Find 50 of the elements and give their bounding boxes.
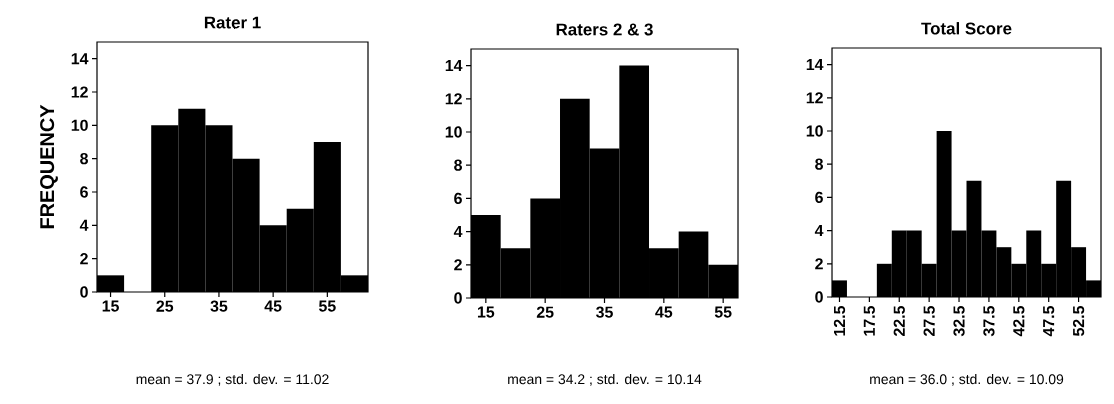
x-tick-label: 15 xyxy=(102,300,119,312)
y-tick-label: 6 xyxy=(80,186,88,198)
text: mean = 34.2 ; std. dev. = 10.14 xyxy=(508,373,702,386)
y-tick-label: 6 xyxy=(454,192,462,205)
x-tick-label: 35 xyxy=(210,300,228,312)
x-tick-label: 37.5 xyxy=(983,305,995,337)
x-tick-label: 27.5 xyxy=(923,305,935,336)
y-tick-label: 4 xyxy=(79,219,89,231)
y-tick-label: 6 xyxy=(815,191,823,204)
chart-title: Total Score xyxy=(921,22,1012,35)
x-tick-label: 35 xyxy=(596,306,613,318)
y-tick-label: 10 xyxy=(71,119,88,131)
x-tick-label: 55 xyxy=(318,300,336,312)
y-axis-title: FREQUENCY xyxy=(40,104,58,229)
y-tick-label: 0 xyxy=(815,291,823,303)
text: mean = 37.9 ; std. dev. = 11.02 xyxy=(136,373,329,386)
y-tick-label: 2 xyxy=(815,258,823,270)
x-tick-label: 47.5 xyxy=(1043,305,1055,337)
x-tick-label: 42.5 xyxy=(1013,305,1025,337)
x-tick-label: 45 xyxy=(655,306,673,318)
y-tick-label: 4 xyxy=(814,225,824,237)
y-tick-label: 14 xyxy=(71,53,89,65)
y-tick-label: 8 xyxy=(454,159,462,171)
y-tick-label: 0 xyxy=(454,292,462,304)
y-tick-label: 0 xyxy=(80,286,88,298)
y-tick-label: 8 xyxy=(80,153,88,165)
y-tick-label: 10 xyxy=(445,126,462,138)
x-tick-label: 12.5 xyxy=(833,305,846,336)
chart-title: Rater 1 xyxy=(204,16,261,29)
x-tick-label: 32.5 xyxy=(953,305,965,337)
x-tick-label: 22.5 xyxy=(893,305,905,336)
x-tick-label: 45 xyxy=(264,300,282,312)
chart-title: Raters 2 & 3 xyxy=(556,23,653,36)
y-tick-label: 2 xyxy=(80,253,88,265)
y-tick-label: 14 xyxy=(445,60,463,72)
y-tick-label: 8 xyxy=(815,158,823,170)
y-tick-label: 4 xyxy=(453,226,463,238)
text: mean = 36.0 ; std. dev. = 10.09 xyxy=(870,373,1064,386)
x-tick-label: 17.5 xyxy=(863,305,875,336)
x-tick-label: 52.5 xyxy=(1072,305,1085,337)
y-tick-label: 12 xyxy=(445,93,462,105)
y-tick-label: 14 xyxy=(806,59,824,71)
x-tick-label: 25 xyxy=(536,306,554,318)
y-tick-label: 10 xyxy=(806,125,823,137)
y-tick-label: 2 xyxy=(454,259,462,271)
x-tick-label: 55 xyxy=(714,306,732,318)
y-tick-label: 12 xyxy=(806,92,823,104)
x-tick-label: 25 xyxy=(156,300,174,312)
y-tick-label: 12 xyxy=(71,86,88,98)
x-tick-label: 15 xyxy=(477,306,495,318)
